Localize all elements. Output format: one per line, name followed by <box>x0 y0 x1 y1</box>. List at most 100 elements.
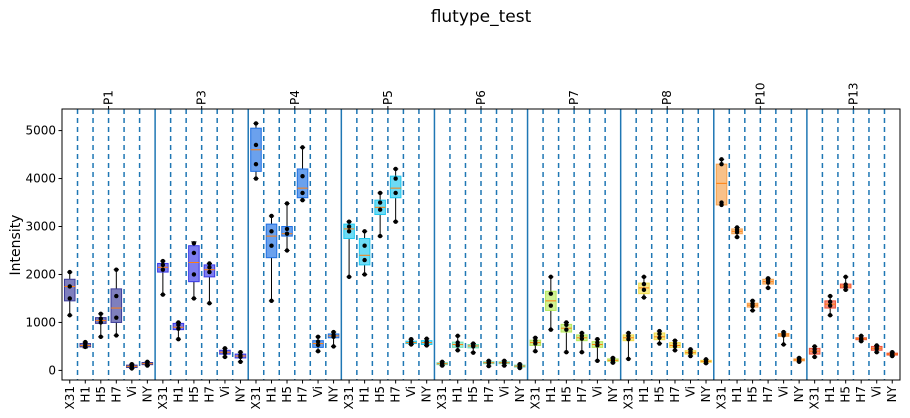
group-label: P3 <box>195 90 209 105</box>
x-tick-label: Vi <box>777 386 791 397</box>
data-point <box>750 298 755 304</box>
data-point <box>843 274 848 280</box>
data-point <box>812 344 817 349</box>
group-label: P7 <box>567 90 581 105</box>
data-point <box>346 219 352 224</box>
data-point <box>300 145 305 150</box>
data-point <box>176 326 181 331</box>
data-point <box>626 337 631 342</box>
data-point <box>827 299 833 305</box>
data-point <box>393 219 398 224</box>
x-tick-label: H7 <box>109 386 123 403</box>
data-point <box>750 308 755 313</box>
data-point <box>440 359 445 364</box>
data-point <box>331 344 336 349</box>
x-tick-label: H7 <box>668 386 682 403</box>
data-point <box>595 337 600 342</box>
data-point <box>843 282 848 287</box>
data-point <box>471 341 476 346</box>
data-point <box>222 354 228 360</box>
group-label: P6 <box>474 90 488 105</box>
y-axis-label: Intensity <box>8 215 24 276</box>
data-point <box>331 329 336 335</box>
data-point <box>595 340 600 345</box>
data-point <box>284 248 290 253</box>
data-point <box>796 355 802 361</box>
data-point <box>67 269 72 275</box>
data-point <box>300 173 305 179</box>
group-label: P5 <box>381 90 395 105</box>
x-tick-label: H5 <box>280 386 294 403</box>
x-tick-label: H7 <box>202 386 216 403</box>
data-point <box>703 357 709 362</box>
y-tick-label: 3000 <box>25 220 56 234</box>
data-point <box>859 333 864 339</box>
x-tick-label: NY <box>699 385 713 402</box>
data-point <box>548 291 554 296</box>
x-tick-label: H5 <box>559 386 573 403</box>
x-tick-label: H1 <box>358 386 372 403</box>
data-point <box>408 337 414 342</box>
data-point <box>362 272 367 277</box>
data-point <box>362 243 367 248</box>
data-point <box>238 359 243 364</box>
data-point <box>765 285 771 291</box>
y-tick-label: 2000 <box>25 267 56 281</box>
data-point <box>362 229 367 234</box>
data-point <box>114 333 119 338</box>
x-tick-label: Vi <box>311 386 325 397</box>
x-tick-label: H1 <box>544 386 558 403</box>
data-point <box>377 200 383 205</box>
data-point <box>269 229 274 234</box>
x-tick-label: H5 <box>746 386 760 403</box>
data-point <box>98 320 103 325</box>
data-point <box>641 281 647 287</box>
y-tick-label: 5000 <box>25 124 56 138</box>
x-tick-label: X31 <box>715 386 729 410</box>
box-body <box>188 245 200 283</box>
data-point <box>67 313 72 318</box>
x-tick-label: Vi <box>125 386 139 397</box>
data-point <box>176 337 181 342</box>
box-body <box>715 163 728 206</box>
data-point <box>284 201 290 206</box>
data-point <box>191 241 197 246</box>
data-point <box>610 355 616 361</box>
data-point <box>719 161 724 167</box>
x-tick-label: H1 <box>78 386 92 403</box>
x-tick-label: X31 <box>249 386 263 410</box>
data-point <box>346 229 352 234</box>
data-point <box>315 339 321 344</box>
data-point <box>688 347 693 352</box>
box-body <box>281 226 293 237</box>
data-point <box>362 257 367 263</box>
data-point <box>564 349 569 355</box>
group-label: P8 <box>660 90 674 105</box>
data-point <box>160 262 166 268</box>
data-point <box>346 274 352 280</box>
x-tick-label: H7 <box>575 386 589 403</box>
data-point <box>719 157 724 162</box>
x-tick-label: NY <box>606 385 620 402</box>
x-tick-label: H1 <box>637 386 651 403</box>
data-point <box>315 342 321 348</box>
data-point <box>533 335 538 340</box>
x-tick-label: Vi <box>218 386 232 397</box>
data-point <box>238 349 243 355</box>
chart-title: flutype_test <box>431 7 532 27</box>
x-tick-label: Vi <box>404 386 418 397</box>
data-point <box>455 348 460 353</box>
data-point <box>191 296 197 301</box>
data-point <box>502 358 507 364</box>
data-point <box>284 231 290 236</box>
data-point <box>641 274 647 280</box>
data-point <box>67 284 72 289</box>
x-tick-label: X31 <box>621 386 635 410</box>
x-tick-label: H5 <box>466 386 480 403</box>
x-tick-label: NY <box>885 385 899 402</box>
data-point <box>579 330 585 336</box>
box-body <box>389 175 402 199</box>
data-point <box>160 292 166 297</box>
data-point <box>98 316 103 321</box>
